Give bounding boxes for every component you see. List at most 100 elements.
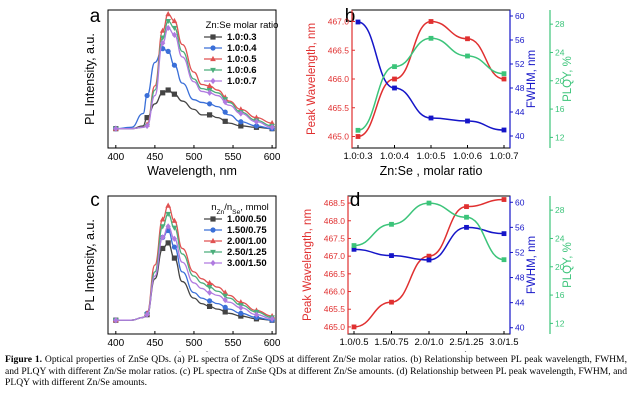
data-point [165, 202, 172, 208]
legend-swatch-marker [210, 77, 216, 85]
data-point [171, 91, 178, 97]
data-point [206, 101, 213, 107]
x-tick-label: 1.0/0.5 [339, 337, 368, 348]
data-point [144, 115, 150, 121]
data-point [351, 324, 357, 330]
legend-label: 2.50/1.25 [227, 247, 267, 258]
legend-title: Zn:Se molar ratio [206, 20, 279, 31]
data-point [253, 311, 260, 318]
data-point [222, 304, 228, 310]
caption-text: Optical properties of ZnSe QDs. (a) PL s… [5, 354, 627, 389]
data-point [238, 110, 244, 117]
data-point [253, 123, 260, 129]
data-point [389, 253, 394, 258]
data-point [160, 245, 166, 252]
data-point [222, 309, 228, 315]
y-tick-label: 60 [515, 197, 525, 207]
data-point [389, 299, 394, 305]
legend-label: 1.0:0.3 [227, 32, 257, 43]
data-point [222, 296, 228, 304]
data-point [171, 235, 178, 242]
data-point [269, 124, 275, 131]
data-point [501, 231, 507, 237]
y-tick-label: 466.0 [324, 287, 346, 297]
y-tick-label: 20 [555, 262, 565, 272]
data-point [222, 289, 229, 295]
y-tick-label: 52 [515, 59, 525, 69]
data-point [501, 76, 507, 82]
data-point [171, 217, 178, 223]
x-axis-label: Wavelength, nm [147, 350, 237, 352]
legend-label: 1.0:0.7 [227, 76, 257, 87]
x-tick-label: 550 [225, 338, 242, 349]
data-point [171, 17, 178, 24]
x-axis-label: nZn:nSe, mmol [391, 350, 467, 352]
x-tick-label: 450 [147, 152, 164, 163]
data-point [113, 125, 119, 132]
data-point [160, 234, 166, 241]
x-tick-label: 500 [186, 152, 203, 163]
y-tick-label: 467.5 [324, 233, 346, 243]
x-tick-label: 1.0:0.7 [489, 151, 518, 162]
data-point [351, 246, 357, 252]
data-point [165, 48, 171, 55]
series-line [357, 37, 505, 132]
data-point [465, 36, 470, 42]
y-tick-label: 28 [555, 19, 565, 29]
panel-letter: b [345, 6, 356, 27]
data-point [165, 223, 171, 230]
data-point [160, 40, 166, 47]
data-point [165, 24, 171, 32]
data-point [113, 317, 119, 324]
panel-letter: c [90, 190, 100, 211]
x-tick-label: 1.0:0.3 [343, 151, 372, 162]
y-tick-label: 466.0 [328, 74, 350, 84]
data-point [465, 53, 470, 59]
data-point [426, 257, 432, 263]
legend-swatch-marker [210, 45, 216, 51]
data-point [392, 85, 397, 91]
data-point [253, 118, 260, 125]
data-point [428, 19, 434, 24]
data-point [355, 134, 361, 139]
series-line [115, 47, 273, 130]
x-axis-label: Wavelength, nm [147, 164, 237, 178]
data-point [165, 211, 172, 218]
data-point [355, 19, 361, 25]
data-point [501, 197, 507, 202]
data-point [206, 298, 213, 304]
y-tick-label: 466.5 [328, 45, 350, 55]
series-line [353, 198, 505, 328]
y-tick-label: 44 [515, 107, 525, 117]
data-point [165, 87, 171, 93]
figure-caption: Figure 1. Optical properties of ZnSe QDs… [5, 354, 627, 389]
data-point [171, 31, 178, 38]
data-point [144, 311, 150, 318]
data-point [428, 35, 434, 41]
data-point [171, 225, 178, 231]
plot-frame [107, 9, 277, 149]
data-point [206, 82, 213, 88]
legend-title: nZn/nSe, mmol [211, 202, 269, 216]
legend-swatch-marker [210, 259, 216, 267]
data-point [160, 90, 166, 96]
y-tick-label: 465.0 [328, 132, 350, 142]
y-tick-label: 465.5 [324, 304, 346, 314]
y-tick-label: 12 [555, 132, 565, 142]
y-tick-label: 40 [515, 323, 525, 333]
data-point [222, 109, 228, 115]
data-point [426, 253, 432, 259]
y-tick-label: 466.5 [324, 269, 346, 279]
data-point [159, 27, 166, 33]
data-point [238, 304, 244, 311]
data-point [171, 25, 178, 32]
y-axis-label: FWHM, nm [526, 236, 538, 294]
plot-frame [347, 195, 511, 335]
data-point [501, 127, 507, 133]
figure-canvas: 400 450 500 550 600 Wavelength, nm PL Intensit… [83, 6, 574, 352]
y-tick-label: 28 [555, 205, 565, 215]
data-point [222, 98, 228, 106]
x-axis-label: Zn:Se , molar ratio [380, 164, 483, 178]
data-point [144, 122, 150, 130]
y-axis-label: FWHM, nm [526, 50, 538, 108]
